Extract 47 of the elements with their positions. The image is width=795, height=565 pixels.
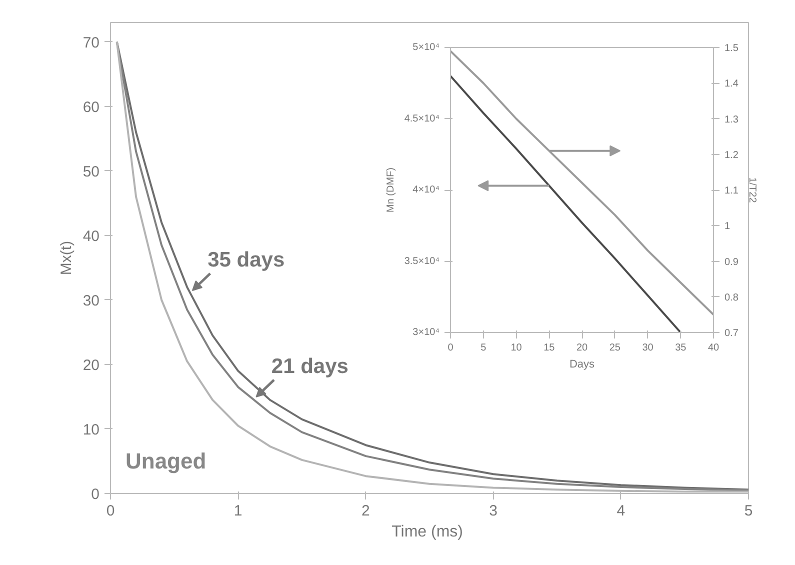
y-tick-label: 3×10⁴ — [412, 327, 440, 338]
x-tick-label: 1 — [234, 502, 242, 520]
y-tick-label: 70 — [82, 34, 100, 52]
x-tick-label: 0 — [448, 342, 454, 354]
y2-tick-label: 1.5 — [724, 43, 739, 54]
y-tick-label: 30 — [82, 292, 100, 310]
x-axis-title: Days — [569, 358, 596, 370]
y2-tick-label: 1.2 — [724, 150, 739, 161]
annotation: 21 days — [271, 354, 348, 378]
x-tick-label: 2 — [362, 502, 370, 520]
y-tick-label: 10 — [82, 421, 100, 438]
y-tick-label: 4×10⁴ — [412, 184, 440, 196]
y2-tick-label: 1 — [724, 221, 730, 232]
x-tick-label: 10 — [510, 342, 522, 354]
x-tick-label: 20 — [576, 342, 588, 354]
y2-tick-label: 0.9 — [724, 256, 739, 268]
x-tick-label: 5 — [480, 342, 487, 354]
y-tick-label: 60 — [82, 98, 100, 116]
y-axis-title: Mn (DMF) — [385, 167, 396, 212]
annotation: 35 days — [208, 248, 285, 272]
y-tick-label: 40 — [82, 228, 100, 245]
x-tick-label: 3 — [489, 502, 498, 520]
x-tick-label: 35 — [675, 342, 687, 354]
y2-tick-label: 1.4 — [724, 78, 739, 90]
y2-tick-label: 1.1 — [724, 186, 739, 196]
y2-axis-title: 1/T22 — [746, 177, 758, 204]
x-tick-label: 25 — [609, 342, 621, 354]
x-tick-label: 40 — [708, 342, 720, 354]
x-tick-label: 30 — [642, 342, 654, 354]
annotation: Unaged — [126, 448, 206, 474]
y2-tick-label: 1.3 — [724, 114, 739, 126]
x-tick-label: 4 — [616, 502, 626, 520]
y-tick-label: 50 — [82, 163, 100, 180]
y-tick-label: 0 — [91, 486, 100, 503]
y2-tick-label: 0.7 — [724, 328, 739, 339]
y-tick-label: 4.5×10⁴ — [404, 113, 440, 124]
x-tick-label: 0 — [106, 502, 115, 520]
line-series — [450, 50, 714, 316]
y-axis-title: Mx(t) — [58, 240, 75, 276]
x-tick-label: 15 — [544, 342, 556, 354]
line-series — [450, 75, 682, 332]
x-tick-label: 5 — [744, 502, 753, 520]
y-tick-label: 20 — [82, 356, 100, 374]
x-axis-title: Time (ms) — [392, 524, 463, 540]
y2-tick-label: 0.8 — [724, 292, 739, 304]
y-tick-label: 5×10⁴ — [412, 42, 440, 53]
y-tick-label: 3.5×10⁴ — [404, 256, 440, 267]
